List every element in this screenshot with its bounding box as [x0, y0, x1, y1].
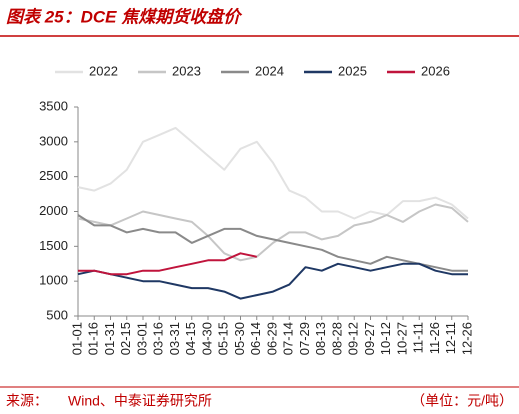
- x-tick-label: 11-26: [427, 322, 442, 354]
- x-tick-label: 10-27: [394, 322, 409, 355]
- x-tick-label: 03-31: [167, 322, 182, 355]
- x-tick-label: 06-29: [264, 322, 279, 355]
- series-line: [77, 214, 468, 272]
- legend-label: 2026: [421, 63, 450, 78]
- x-tick-label: 09-12: [346, 322, 361, 355]
- x-tick-label: 04-15: [183, 322, 198, 355]
- x-tick-label: 02-15: [118, 322, 133, 355]
- x-tick-label: 01-01: [69, 322, 84, 355]
- x-tick-label: 06-14: [248, 322, 263, 355]
- chart-title: 图表 25：DCE 焦煤期货收盘价: [6, 7, 243, 26]
- series-line: [78, 252, 258, 276]
- x-tick-label: 01-31: [102, 322, 117, 355]
- source-label: 来源：: [6, 393, 48, 409]
- y-tick-label: 1500: [39, 238, 68, 253]
- x-tick-label: 08-28: [329, 322, 344, 355]
- y-tick-label: 2000: [39, 203, 68, 218]
- x-tick-label: 05-30: [232, 322, 247, 355]
- x-tick-label: 07-14: [281, 322, 296, 355]
- x-tick-label: 03-01: [134, 322, 149, 355]
- x-tick-label: 07-29: [297, 322, 312, 355]
- x-tick-label: 05-15: [216, 322, 231, 355]
- x-tick-label: 01-16: [86, 322, 101, 355]
- x-tick-label: 10-12: [378, 322, 393, 355]
- y-tick-label: 1000: [39, 273, 68, 288]
- series-line: [77, 262, 468, 300]
- legend-label: 2023: [172, 63, 201, 78]
- y-tick-label: 3500: [39, 98, 68, 113]
- x-tick-label: 11-11: [411, 322, 426, 353]
- y-tick-label: 3000: [39, 133, 68, 148]
- legend-label: 2022: [89, 63, 118, 78]
- x-tick-label: 04-30: [199, 322, 214, 355]
- unit: （单位：元/吨）: [411, 393, 513, 409]
- legend-label: 2025: [338, 63, 367, 78]
- series-line: [77, 126, 469, 220]
- legend-label: 2024: [255, 63, 284, 78]
- x-tick-label: 08-13: [313, 322, 328, 355]
- y-tick-label: 500: [46, 307, 68, 322]
- y-tick-label: 2500: [39, 168, 68, 183]
- source: Wind、中泰证券研究所: [68, 393, 212, 409]
- x-tick-label: 03-16: [151, 322, 166, 355]
- x-tick-label: 09-27: [362, 322, 377, 355]
- series-line: [77, 203, 469, 262]
- x-tick-label: 12-11: [443, 322, 458, 354]
- x-tick-label: 12-26: [459, 322, 474, 355]
